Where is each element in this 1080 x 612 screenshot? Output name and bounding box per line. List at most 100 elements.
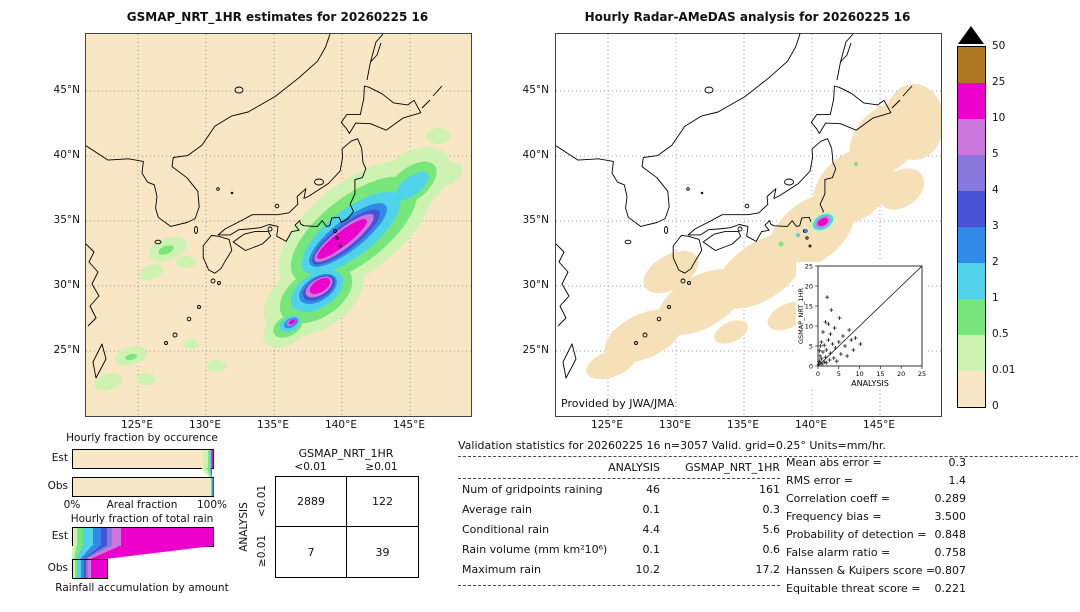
stats-header: Validation statistics for 20260225 16 n=… [458, 439, 886, 452]
scatter-point [845, 354, 850, 358]
svg-text:5: 5 [809, 342, 813, 350]
scatter-point [822, 360, 827, 364]
stats-row: Num of gridpoints raining 46 161 [462, 483, 780, 496]
totalrain-obs-label: Obs [47, 562, 68, 574]
occurrence-axis-0: 0% [63, 499, 81, 511]
scatter-point [818, 360, 823, 365]
fraction-connector [74, 546, 82, 559]
bar-segment [100, 528, 107, 546]
scatter-point [819, 340, 824, 344]
fraction-connector [206, 468, 211, 477]
contingency-col-label-1: <0.01 [294, 461, 327, 473]
occurrence-obs-bar [72, 477, 214, 497]
scatter-point [836, 340, 841, 344]
bar-segment [212, 450, 213, 468]
scatter-inset: 0 0 5 5 10 10 15 15 20 20 25 25 ANALYSIS GSMAP_NRT_… [796, 262, 928, 390]
bar-segment [81, 560, 85, 578]
colorbar-label: 0.01 [992, 364, 1016, 376]
stats-col-analysis: ANALYSIS [608, 461, 660, 474]
radar-rain-light [586, 84, 944, 380]
scatter-point [851, 348, 856, 352]
contingency-cell-hitsnone: 2889 [276, 477, 347, 527]
bar-segment [84, 560, 87, 578]
scatter-point [832, 326, 837, 330]
bar-segment [202, 450, 208, 468]
metric-row: Correlation coeff = 0.289 [786, 492, 966, 505]
bar-segment [73, 560, 76, 578]
bar-segment [75, 560, 78, 578]
svg-text:20: 20 [897, 370, 905, 378]
left-lon-tick: 125°E [121, 419, 153, 431]
left-lon-tick: 130°E [189, 419, 221, 431]
colorbar-label: 0 [992, 400, 999, 412]
svg-text:0: 0 [816, 370, 820, 378]
scatter-point [822, 343, 827, 348]
svg-text:10: 10 [855, 370, 863, 378]
scatter-point [820, 350, 825, 354]
totalrain-connector [72, 546, 212, 559]
left-lat-tick: 30°N [53, 279, 80, 291]
radar-map-panel: 0 0 5 5 10 10 15 15 20 20 25 25 ANALYSIS GSMAP_NRT_… [555, 33, 944, 417]
right-lat-tick: 25°N [522, 344, 549, 356]
scatter-point [847, 328, 852, 332]
scatter-point [824, 360, 829, 365]
right-lon-tick: 130°E [659, 419, 691, 431]
fraction-connector [210, 468, 212, 477]
metric-row: Probability of detection = 0.848 [786, 528, 966, 541]
colorbar-segment [958, 83, 985, 119]
scatter-inset-svg: 00 5 5 10 10 15 15 20 20 25 25 ANALYSIS GSMAP_NRT_… [797, 262, 926, 388]
scatter-point [840, 334, 845, 338]
bar-segment [120, 528, 213, 546]
svg-text:0: 0 [809, 362, 813, 370]
contingency-row-label-1: <0.01 [256, 484, 268, 518]
metric-row: Mean abs error = 0.3 [786, 456, 966, 469]
inset-xlabel: ANALYSIS [851, 379, 889, 388]
colorbar-overflow-triangle [957, 26, 984, 44]
bar-segment [88, 560, 92, 578]
colorbar-bar [957, 46, 986, 408]
colorbar-label: 5 [992, 148, 999, 160]
svg-text:20: 20 [805, 282, 813, 290]
inset-points [816, 295, 863, 367]
colorbar-label: 25 [992, 76, 1006, 88]
scatter-point [849, 338, 854, 342]
colorbar-segment [958, 227, 985, 263]
bar-segment [207, 450, 210, 468]
svg-text:15: 15 [805, 302, 813, 310]
colorbar-label: 3 [992, 220, 999, 232]
metric-row: False alarm ratio = 0.758 [786, 546, 966, 559]
scatter-point [829, 308, 834, 312]
scatter-point [818, 354, 823, 358]
stats-row: Average rain 0.1 0.3 [462, 503, 780, 516]
right-lat-tick: 30°N [522, 279, 549, 291]
left-lat-tick: 25°N [53, 344, 80, 356]
totalrain-title: Hourly fraction of total rain [70, 513, 214, 525]
scatter-point [823, 320, 828, 324]
fraction-connector [201, 468, 211, 477]
contingency-cell-misses: 7 [276, 527, 347, 577]
bar-segment [112, 528, 121, 546]
occurrence-est-label: Est [51, 452, 68, 464]
svg-text:25: 25 [805, 262, 813, 270]
scatter-point [837, 316, 842, 320]
occurrence-title: Hourly fraction by occurence [66, 432, 218, 444]
colorbar-segment [958, 155, 985, 191]
scatter-point [819, 356, 824, 361]
colorbar-segment [958, 335, 985, 371]
contingency-row-label-2: ≥0.01 [256, 534, 268, 568]
left-lat-tick: 45°N [53, 84, 80, 96]
svg-text:25: 25 [918, 370, 926, 378]
bar-segment [73, 450, 203, 468]
scatter-point [833, 346, 838, 350]
right-lon-tick: 125°E [591, 419, 623, 431]
right-lon-tick: 145°E [863, 419, 895, 431]
bar-segment [106, 528, 113, 546]
scatter-point [823, 355, 828, 360]
fraction-connector [80, 546, 100, 559]
totalrain-est-label: Est [51, 530, 68, 542]
inset-ticks: 00 5 5 10 10 15 15 20 20 25 25 [805, 262, 926, 378]
gsmap-map-panel [85, 33, 472, 417]
scatter-point [853, 336, 858, 340]
inset-ylabel: GSMAP_NRT_1HR [797, 287, 805, 344]
